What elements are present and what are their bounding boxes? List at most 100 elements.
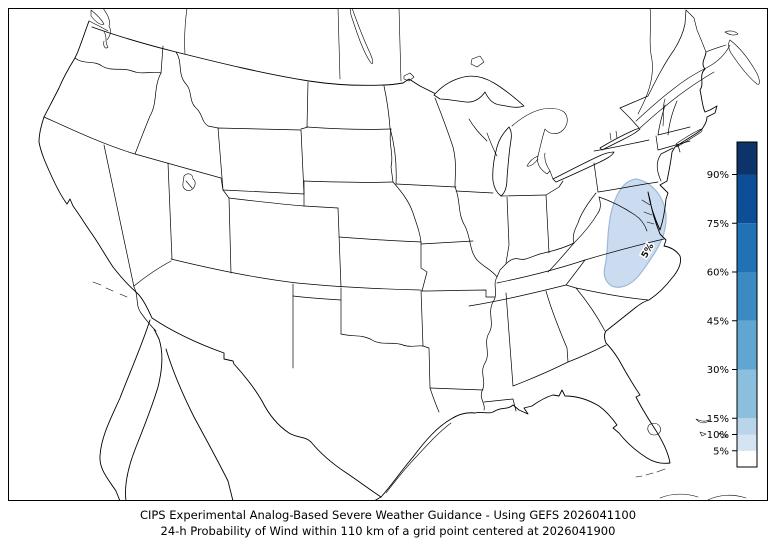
lake-superior <box>433 75 525 108</box>
green-bay <box>486 132 498 157</box>
saskatchewan-manitoba-border <box>337 8 341 80</box>
lake-nipigon <box>470 55 485 68</box>
colorbar-frame <box>736 141 758 468</box>
colorbar-segment <box>737 272 757 321</box>
border-mo-ar-bootheel <box>421 289 496 298</box>
finger-lakes <box>609 130 618 141</box>
missouri-river-ne-ia <box>392 181 422 243</box>
border-ms-al <box>505 292 514 387</box>
border-nv-az <box>133 260 172 287</box>
borders-new-england <box>655 100 691 153</box>
alberta-saskatchewan-border <box>184 8 188 55</box>
border-mn-wi <box>434 97 456 188</box>
lake-huron <box>511 107 568 175</box>
channel-islands <box>92 281 128 298</box>
colorbar-segment <box>737 320 757 370</box>
colorbar-segment <box>737 223 757 272</box>
border-nc-sc <box>575 287 649 301</box>
st-lawrence-south-shore <box>639 71 715 129</box>
border-tx-panhandle-north <box>292 295 342 301</box>
border-nd-sd <box>306 126 392 130</box>
border-ga-fl <box>567 344 607 363</box>
border-45n-maine-west <box>619 9 687 109</box>
border-37n <box>170 258 421 291</box>
border-ny-st-lawrence <box>619 107 640 129</box>
prince-edward-island <box>724 30 739 36</box>
long-island <box>675 128 703 148</box>
us-canada-border <box>91 26 437 95</box>
bay-of-fundy-coast <box>705 44 727 53</box>
border-ca-az-colorado-river <box>133 286 157 332</box>
border-ky-tn-va-nc <box>496 238 665 284</box>
colorbar-segment <box>737 369 757 419</box>
map-frame <box>8 8 768 501</box>
vancouver-island <box>90 9 105 25</box>
saginaw-bay <box>526 155 539 167</box>
border-red-river <box>340 333 424 347</box>
border-wv-va <box>573 196 601 244</box>
colorbar-segment <box>737 434 757 451</box>
border-mn-ia <box>395 183 457 188</box>
nova-scotia <box>728 39 760 85</box>
border-ca-nv <box>103 144 135 288</box>
lake-erie <box>552 151 615 183</box>
colorbar-tick-label: 60% <box>707 268 729 279</box>
border-al-fl <box>512 361 569 387</box>
border-ut-wy-co <box>220 177 232 274</box>
border-ar-la <box>429 387 484 391</box>
lake-of-the-woods <box>403 72 415 82</box>
conus-outline <box>38 20 718 498</box>
ontario-quebec-border <box>637 8 653 115</box>
border-al-ga <box>545 290 569 363</box>
border-nv-ut <box>167 162 173 260</box>
border-wi-il <box>455 190 494 194</box>
border-sd-east <box>389 128 394 183</box>
border-ne-ks <box>338 236 422 243</box>
border-id-mt <box>175 51 219 129</box>
state-borders <box>43 9 691 413</box>
border-wa-or <box>74 57 162 74</box>
border-mt-sd-nd <box>300 81 309 130</box>
us-coastline <box>38 20 718 498</box>
border-mo-west <box>420 241 428 292</box>
border-42n-west <box>43 116 222 179</box>
lake-okeechobee <box>647 422 661 436</box>
colorbar: 5% 10% 15% 30% 45% 60% 75% 90% <box>707 141 758 468</box>
border-sd-ne <box>303 180 394 183</box>
lake-champlain <box>662 98 666 127</box>
cuba-coast <box>659 493 747 501</box>
puget-sound <box>103 31 109 49</box>
baja-pacific-coast <box>99 319 151 501</box>
colorbar-tick-label: 75% <box>707 219 729 230</box>
border-41n-co-ne <box>228 197 339 209</box>
border-ia-mo <box>420 240 474 245</box>
figure-title: CIPS Experimental Analog-Based Severe We… <box>140 508 636 538</box>
border-35n-tn-south <box>468 284 577 307</box>
colorbar-tick-label: 45% <box>707 316 729 327</box>
st-lawrence-north-shore <box>635 44 731 122</box>
manitoba-ontario-border <box>398 8 402 82</box>
title-line-1: CIPS Experimental Analog-Based Severe We… <box>140 508 636 522</box>
lake-ontario <box>599 128 641 151</box>
colorbar-tick-label: 5% <box>713 446 729 457</box>
border-la-ms-31n <box>483 398 517 412</box>
border-in-oh <box>545 194 550 254</box>
border-tn-nc <box>565 259 586 286</box>
colorbar-tick-label: 15% <box>707 414 729 425</box>
border-pa-west <box>593 162 599 193</box>
colorbar-tick-label: 30% <box>707 365 729 376</box>
texas-barrier-islands <box>385 422 452 494</box>
florida-keys <box>635 468 666 478</box>
great-salt-lake <box>182 173 196 191</box>
border-wa-id <box>160 45 164 74</box>
water-features <box>182 98 666 436</box>
border-ga-sc-savannah <box>575 287 606 332</box>
ohio-river-wv <box>572 192 597 244</box>
border-nj-delaware-river <box>656 147 674 182</box>
title-line-2: 24-h Probability of Wind within 110 km o… <box>161 524 616 538</box>
canada-features <box>88 8 760 129</box>
border-il-in <box>505 196 510 264</box>
colorbar-segment <box>737 174 757 224</box>
colorbar-tick-label: 10% <box>707 430 729 441</box>
